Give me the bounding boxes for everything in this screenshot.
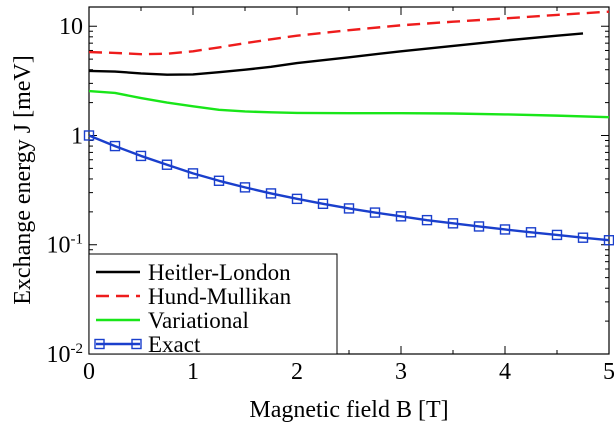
series-variational-line	[88, 89, 610, 119]
legend-label-heitler-london: Heitler-London	[148, 260, 291, 285]
legend-marker	[131, 338, 142, 350]
y-tick-label: 10-1	[47, 232, 84, 259]
legend-box	[88, 253, 338, 355]
series-hund-mullikan-line	[88, 10, 610, 56]
series-exact-marker	[317, 198, 329, 210]
series-exact-marker	[265, 188, 277, 199]
series-exact-marker	[109, 140, 121, 152]
legend-marker	[94, 338, 105, 350]
series-exact-marker	[291, 193, 303, 205]
legend-label-hund-mullikan: Hund-Mullikan	[148, 284, 292, 309]
series-exact-marker	[395, 211, 407, 222]
series-exact-marker	[343, 203, 355, 214]
series-exact-marker	[447, 218, 459, 229]
series-exact-marker	[135, 150, 147, 162]
series-exact-marker	[187, 168, 199, 179]
legend: Heitler-LondonHund-MullikanVariationalEx…	[88, 253, 338, 357]
y-axis-label: Exchange energy J [meV]	[10, 55, 36, 304]
x-tick-label: 2	[291, 359, 303, 385]
x-axis-label: Magnetic field B [T]	[249, 397, 448, 423]
legend-label-exact: Exact	[148, 332, 201, 357]
series-exact-marker	[161, 159, 173, 170]
series-exact-marker	[525, 227, 537, 238]
x-tick-label: 0	[83, 359, 95, 385]
series-exact-marker	[213, 175, 225, 186]
series-exact-marker	[421, 214, 433, 226]
series-exact-marker	[499, 224, 511, 235]
series-layer	[83, 10, 614, 246]
series-exact-marker	[369, 207, 381, 218]
series-heitler-london-line	[88, 32, 584, 76]
series-exact-marker	[577, 232, 589, 243]
tick-labels: 0 1 2 3 4 5 10-2 10-1 1 10	[47, 14, 614, 385]
series-exact-line	[88, 134, 610, 242]
y-tick-label: 1	[71, 123, 83, 149]
x-tick-label: 1	[187, 359, 199, 385]
series-exact-marker	[551, 229, 563, 241]
series-exact-marker	[83, 130, 95, 141]
x-tick-label: 5	[603, 359, 614, 385]
x-tick-label: 4	[499, 359, 511, 385]
legend-label-variational: Variational	[148, 308, 249, 333]
series-exact-marker	[239, 182, 251, 193]
y-tick-label: 10	[59, 14, 83, 40]
y-tick-label: 10-2	[47, 341, 84, 368]
series-exact-marker	[473, 221, 485, 232]
x-tick-label: 3	[395, 359, 407, 385]
